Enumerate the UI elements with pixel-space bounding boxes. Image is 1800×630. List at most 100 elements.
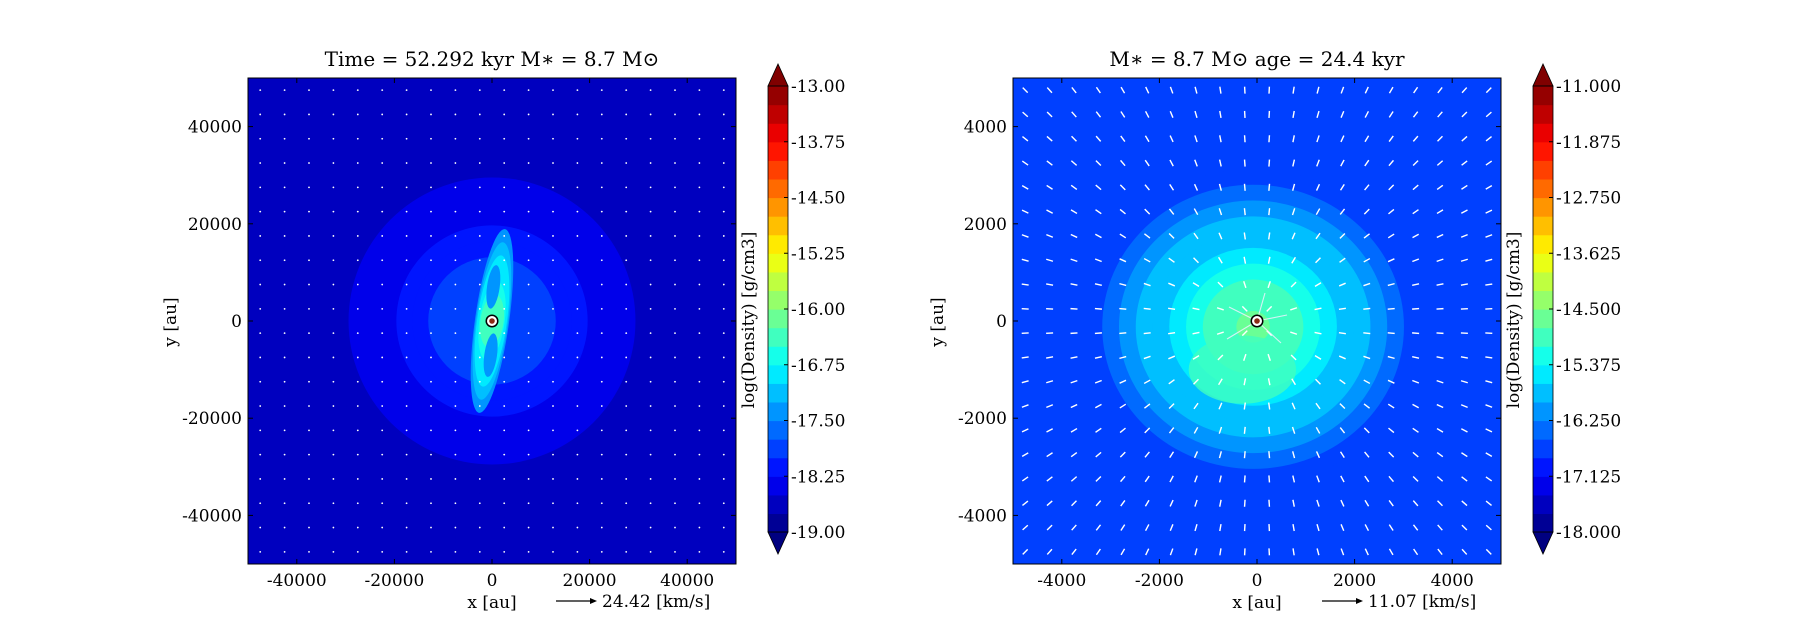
velocity-vector	[1144, 184, 1150, 191]
velocity-vector	[1194, 86, 1198, 94]
velocity-vector	[1461, 476, 1468, 482]
velocity-vector	[1267, 378, 1271, 386]
velocity-vector	[1168, 355, 1176, 360]
velocity-vector	[1094, 307, 1102, 310]
velocity-vector	[722, 332, 725, 335]
velocity-vector	[259, 380, 262, 383]
velocity-vector	[1120, 86, 1126, 94]
velocity-vector	[405, 405, 408, 407]
x-tick-label: 20000	[563, 571, 617, 591]
velocity-vector	[1219, 86, 1222, 94]
velocity-vector	[1119, 403, 1127, 409]
velocity-vector	[552, 502, 554, 505]
velocity-vector	[625, 429, 628, 432]
velocity-vector	[454, 186, 457, 189]
velocity-vector	[1315, 451, 1321, 459]
velocity-vector	[1388, 500, 1394, 507]
right-colorbar-ticks: -18.000 -17.125 -16.250 -15.375 -14.500 -13.6…	[1549, 77, 1621, 543]
velocity-vector	[600, 162, 603, 164]
velocity-vector	[430, 380, 432, 383]
velocity-vector	[259, 526, 262, 529]
velocity-vector	[1046, 283, 1054, 286]
velocity-vector	[1340, 86, 1345, 94]
velocity-vector	[332, 113, 335, 116]
velocity-vector	[1364, 548, 1369, 556]
velocity-vector	[527, 526, 530, 529]
velocity-vector	[405, 89, 408, 92]
velocity-vector	[1046, 356, 1054, 359]
velocity-vector	[1046, 111, 1053, 118]
velocity-vector	[1046, 184, 1053, 190]
colorbar-band	[768, 420, 788, 440]
velocity-vector	[698, 307, 701, 310]
left-quiver-key: 24.42 [km/s]	[556, 592, 710, 612]
velocity-vector	[1070, 476, 1078, 482]
velocity-vector	[381, 550, 384, 553]
velocity-vector	[1046, 87, 1053, 94]
velocity-vector	[1292, 548, 1295, 556]
core-lobe	[1188, 335, 1297, 404]
velocity-vector	[1314, 355, 1322, 360]
velocity-vector	[1243, 281, 1247, 289]
velocity-vector	[405, 137, 408, 140]
velocity-vector	[698, 429, 701, 432]
velocity-vector	[1168, 427, 1175, 434]
velocity-vector	[1145, 548, 1150, 556]
velocity-vector	[1218, 451, 1222, 459]
velocity-vector	[1364, 451, 1370, 458]
velocity-vector	[283, 162, 286, 164]
velocity-vector	[527, 259, 530, 262]
velocity-vector	[1292, 159, 1296, 167]
velocity-vector	[1436, 283, 1444, 286]
left-panel: Time = 52.292 kyr M∗ = 8.7 M⊙ -40000 -200…	[161, 47, 845, 613]
velocity-vector	[1485, 524, 1492, 531]
velocity-vector	[356, 429, 359, 432]
velocity-vector	[405, 210, 408, 213]
velocity-vector	[1412, 500, 1419, 507]
velocity-vector	[259, 550, 262, 553]
velocity-vector	[405, 113, 408, 116]
left-colorbar: -19.00 -18.25 -17.50 -16.75 -16.00 -15.25 -14.…	[739, 63, 845, 555]
velocity-vector	[1194, 159, 1198, 167]
velocity-vector	[649, 89, 652, 92]
velocity-vector	[1218, 208, 1223, 216]
velocity-vector	[478, 113, 481, 116]
velocity-vector	[1387, 233, 1395, 239]
velocity-vector	[1243, 451, 1246, 459]
velocity-vector	[625, 332, 628, 335]
velocity-vector	[552, 210, 554, 213]
left-colorbar-ticks: -19.00 -18.25 -17.50 -16.75 -16.00 -15.25 -14.…	[784, 77, 845, 543]
velocity-vector	[1243, 208, 1246, 216]
velocity-vector	[1412, 160, 1419, 167]
velocity-vector	[1364, 475, 1370, 483]
velocity-vector	[1046, 233, 1054, 238]
velocity-vector	[1412, 307, 1420, 310]
colorbar-band	[768, 401, 788, 422]
velocity-vector	[1461, 184, 1468, 190]
velocity-vector	[1363, 282, 1371, 287]
velocity-vector	[722, 502, 725, 505]
velocity-vector	[674, 235, 676, 237]
velocity-vector	[1095, 548, 1101, 556]
velocity-vector	[1412, 475, 1419, 482]
velocity-vector	[527, 502, 530, 505]
velocity-vector	[1292, 499, 1295, 507]
velocity-vector	[1340, 135, 1345, 143]
colorbar-band	[1533, 123, 1553, 143]
velocity-vector	[259, 113, 262, 116]
velocity-vector	[576, 283, 579, 286]
velocity-vector	[1292, 135, 1295, 143]
velocity-vector	[1338, 331, 1346, 335]
velocity-vector	[1168, 282, 1176, 287]
velocity-vector	[283, 405, 286, 407]
velocity-vector	[1485, 500, 1492, 506]
velocity-vector	[674, 526, 676, 529]
velocity-vector	[308, 550, 310, 553]
velocity-vector	[649, 453, 652, 456]
velocity-vector	[478, 526, 481, 529]
velocity-vector	[576, 235, 579, 237]
velocity-vector	[1046, 500, 1053, 507]
velocity-vector	[1316, 159, 1320, 167]
velocity-vector	[1436, 403, 1444, 409]
y-tick-label: 0	[231, 312, 242, 332]
